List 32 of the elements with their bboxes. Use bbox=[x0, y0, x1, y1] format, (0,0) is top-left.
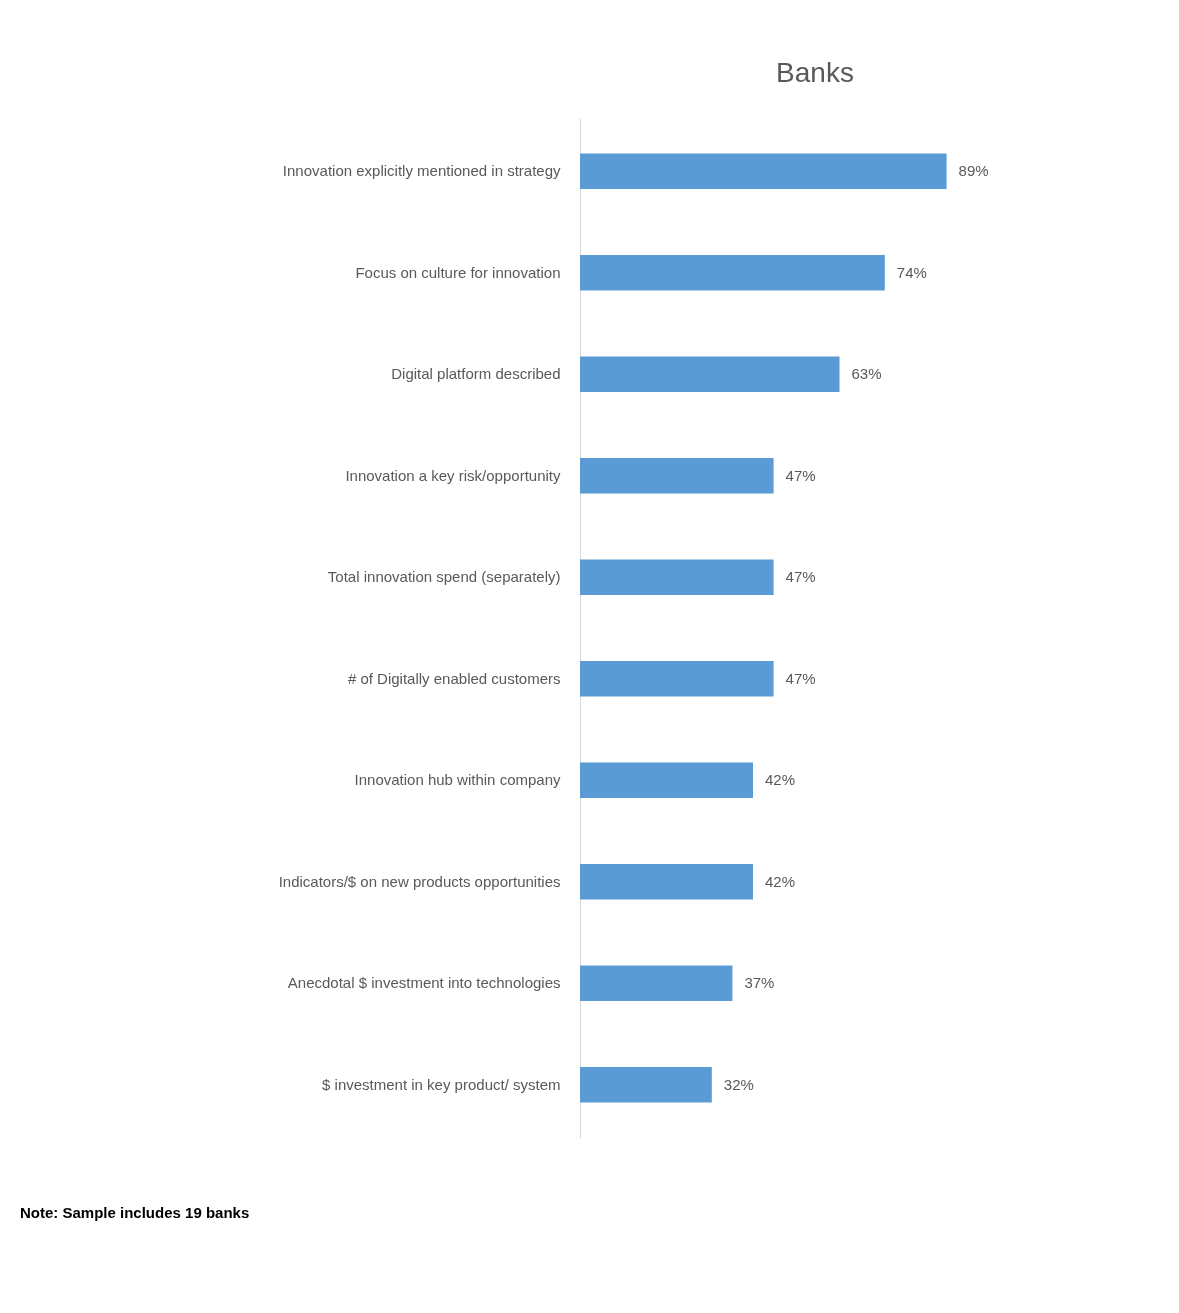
data-label: 63% bbox=[851, 365, 882, 383]
data-label: 47% bbox=[785, 568, 816, 586]
data-label: 47% bbox=[785, 466, 816, 484]
data-label: 42% bbox=[765, 771, 796, 789]
bar bbox=[580, 255, 885, 291]
y-tick-label: Digital platform described bbox=[391, 365, 561, 383]
y-tick-label: Total innovation spend (separately) bbox=[327, 568, 561, 586]
bar bbox=[580, 153, 947, 190]
y-tick-label: Innovation hub within company bbox=[354, 771, 561, 789]
bar bbox=[580, 356, 840, 393]
data-label: 37% bbox=[744, 974, 775, 992]
bar bbox=[580, 1066, 712, 1103]
bar bbox=[580, 965, 733, 1001]
text: Note: Sample includes 19 banks bbox=[20, 1204, 250, 1221]
y-tick-label: $ investment in key product/ system bbox=[322, 1075, 561, 1093]
data-label: 32% bbox=[723, 1075, 754, 1093]
data-label: 42% bbox=[765, 872, 796, 890]
y-tick-label: Anecdotal $ investment into technologies bbox=[287, 974, 561, 992]
bar bbox=[580, 863, 753, 900]
bar bbox=[580, 762, 753, 798]
data-label: 74% bbox=[896, 263, 927, 281]
y-tick-label: Innovation a key risk/opportunity bbox=[345, 466, 561, 484]
bar bbox=[580, 559, 774, 596]
y-tick-label: # of Digitally enabled customers bbox=[347, 669, 561, 687]
bar bbox=[580, 660, 774, 697]
chart-title: Banks bbox=[776, 57, 854, 88]
data-label: 47% bbox=[785, 669, 816, 687]
y-tick-label: Indicators/$ on new products opportunities bbox=[278, 872, 561, 890]
data-label: 89% bbox=[958, 162, 989, 180]
bar bbox=[580, 458, 774, 494]
y-tick-label: Focus on culture for innovation bbox=[355, 263, 561, 281]
y-tick-label: Innovation explicitly mentioned in strategy bbox=[282, 162, 561, 180]
